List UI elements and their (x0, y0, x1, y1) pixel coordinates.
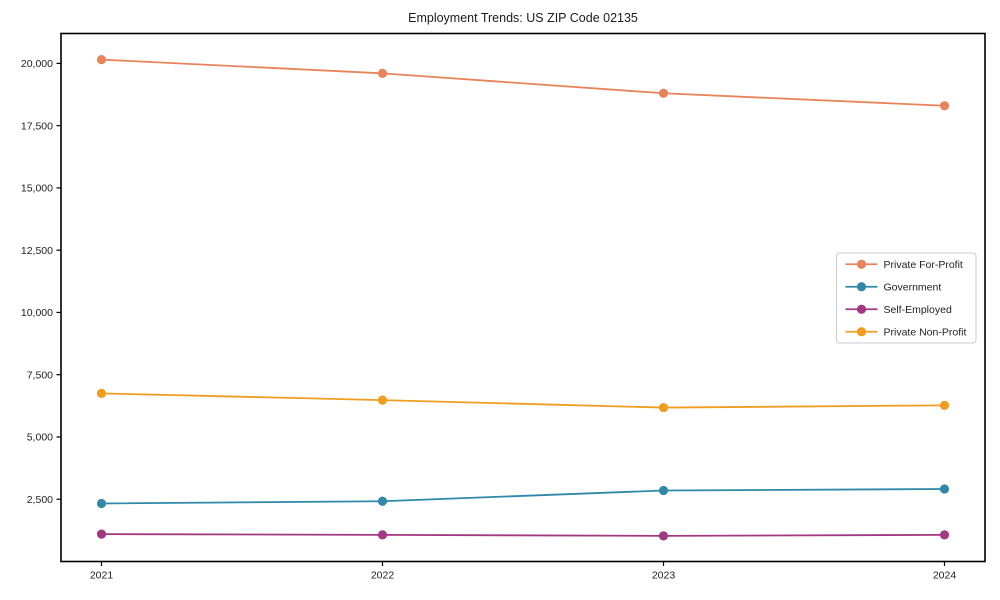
data-point-private-for-profit-2024 (939, 101, 950, 111)
data-point-private-non-profit-2021 (96, 388, 107, 398)
data-point-government-2024 (939, 484, 950, 494)
y-tick-label: 20,000 (21, 58, 53, 70)
data-point-self-employed-2021 (96, 529, 107, 539)
data-point-private-for-profit-2023 (658, 88, 669, 98)
y-tick-label: 15,000 (21, 183, 53, 195)
data-point-private-non-profit-2022 (377, 395, 388, 405)
legend-label-self-employed: Self-Employed (884, 304, 952, 316)
data-point-private-non-profit-2024 (939, 400, 950, 410)
data-point-self-employed-2023 (658, 531, 669, 541)
y-tick-label: 5,000 (27, 432, 53, 444)
y-tick-label: 12,500 (21, 245, 53, 257)
y-tick-label: 7,500 (27, 369, 53, 381)
y-tick-label: 17,500 (21, 120, 53, 132)
series-line-government (101, 488, 945, 505)
legend-marker-private-non-profit (856, 327, 867, 337)
y-tick-label: 2,500 (27, 494, 53, 506)
legend-label-private-non-profit: Private Non-Profit (884, 326, 967, 338)
data-point-private-non-profit-2023 (658, 402, 669, 413)
legend-label-private-for-profit: Private For-Profit (884, 259, 963, 271)
legend-marker-government (856, 282, 867, 292)
x-tick-label: 2024 (933, 570, 957, 582)
x-tick-label: 2023 (652, 570, 676, 582)
data-point-self-employed-2022 (377, 530, 388, 540)
chart-legend (836, 252, 977, 344)
plot-border (60, 32, 986, 563)
data-point-self-employed-2024 (939, 530, 950, 540)
series-line-private-non-profit (101, 392, 945, 409)
data-point-government-2023 (658, 485, 669, 496)
data-point-government-2022 (377, 496, 388, 506)
chart-title: Employment Trends: US ZIP Code 02135 (408, 11, 638, 25)
y-tick-label: 10,000 (21, 307, 53, 319)
x-tick-label: 2021 (90, 570, 114, 582)
legend-marker-self-employed (856, 304, 867, 314)
data-point-private-for-profit-2022 (377, 68, 388, 78)
series-line-self-employed (101, 533, 945, 537)
data-point-government-2021 (96, 498, 107, 509)
series-line-private-for-profit (101, 58, 945, 107)
legend-label-government: Government (884, 281, 942, 293)
x-tick-label: 2022 (371, 570, 395, 582)
data-point-private-for-profit-2021 (96, 55, 107, 65)
legend-marker-private-for-profit (856, 259, 867, 269)
